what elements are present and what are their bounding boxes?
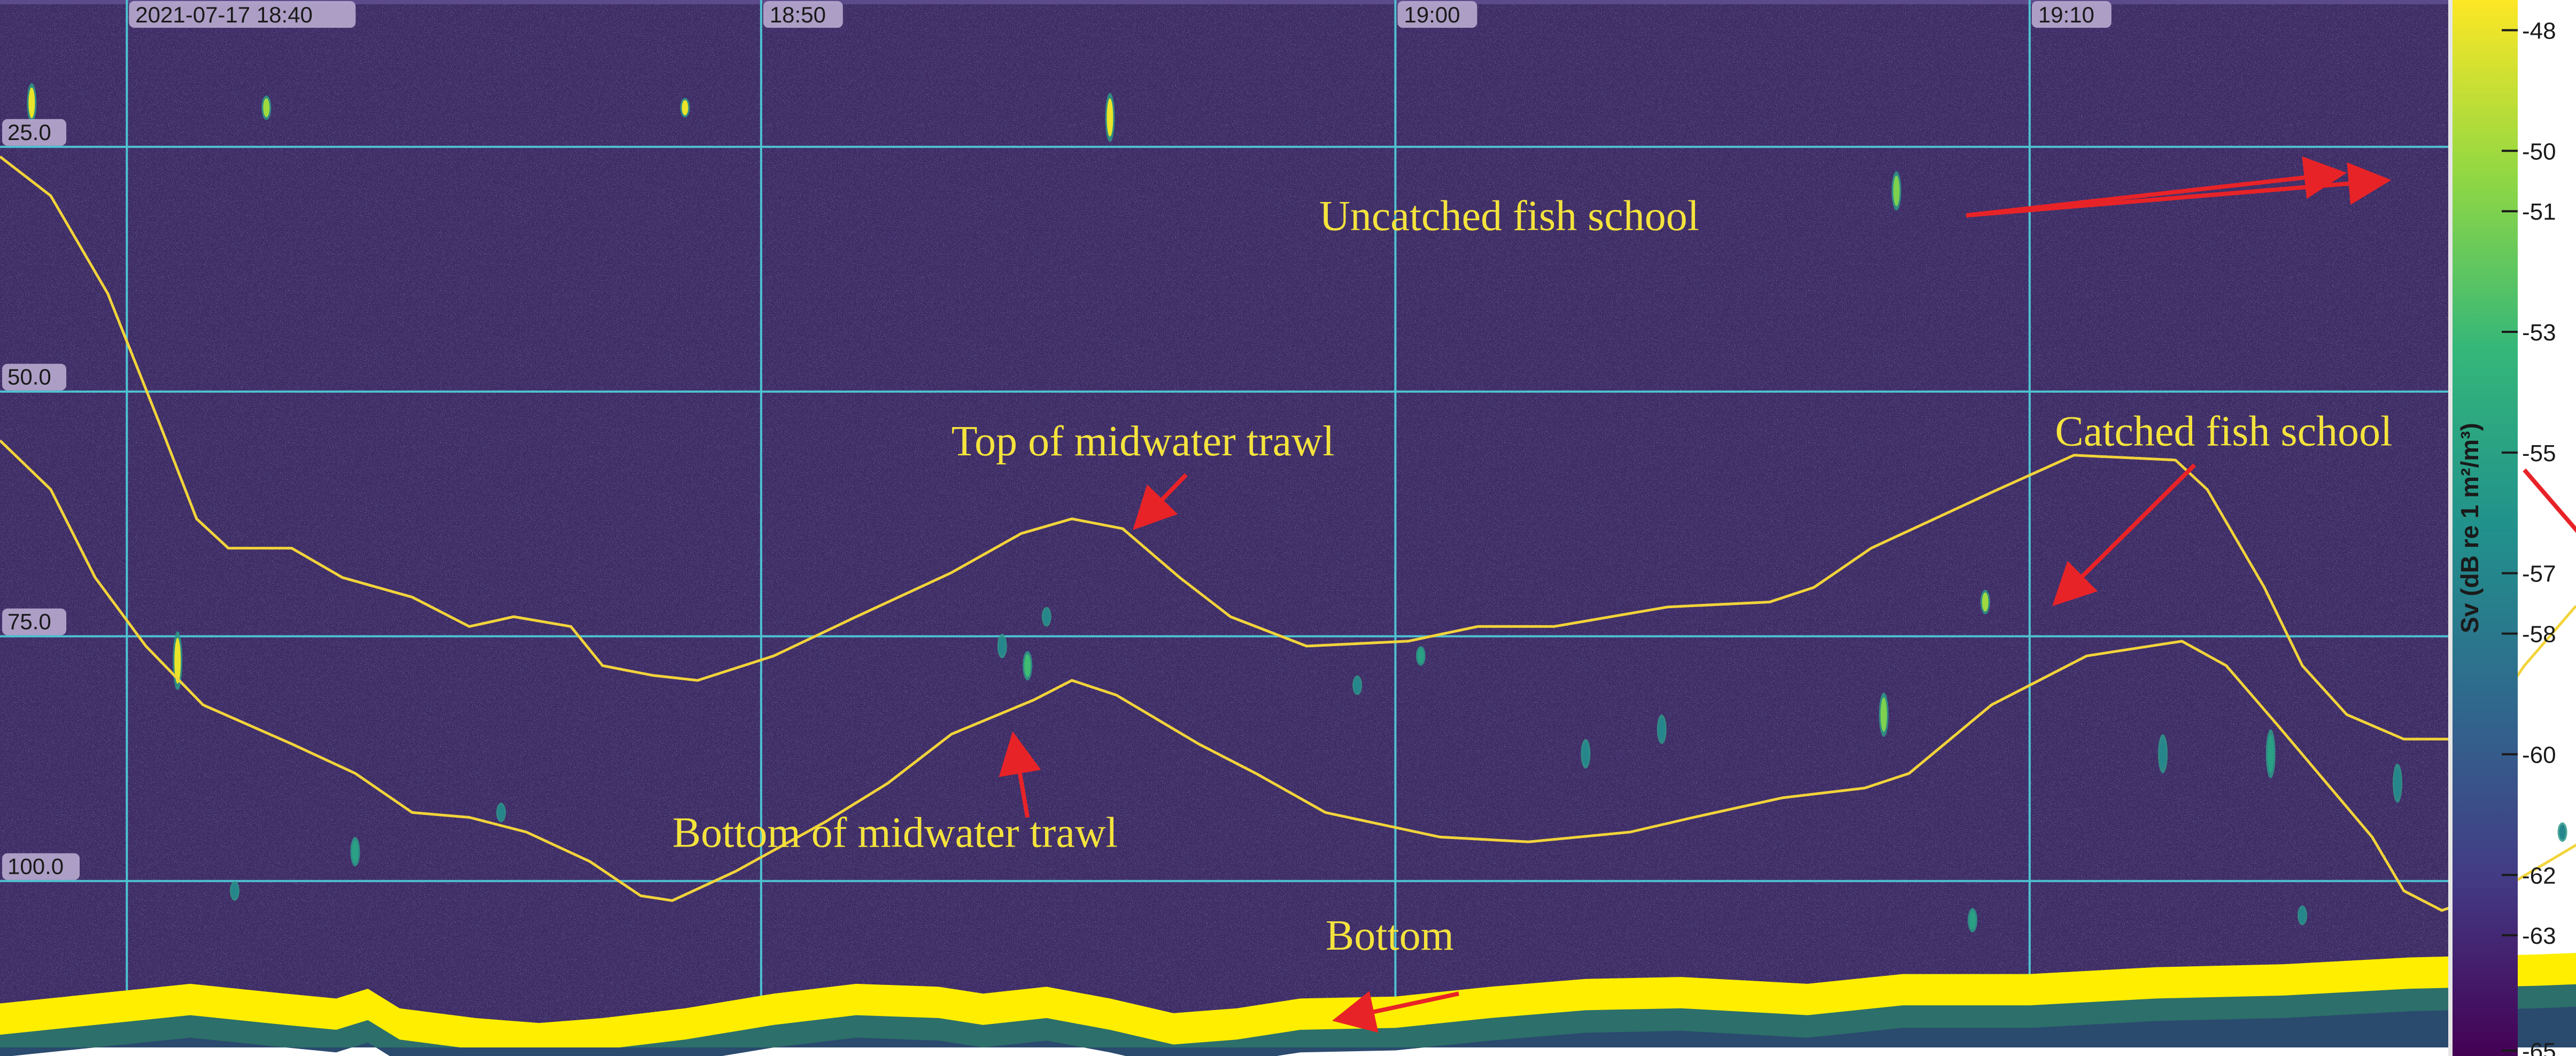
colorbar-gradient [2453, 0, 2518, 1056]
time-tick-label-bg-2 [1397, 1, 1477, 28]
fish-target-23 [498, 805, 505, 820]
fish-target-1 [263, 98, 270, 118]
annotations: Uncatched fish school Top of midwater tra… [672, 156, 2576, 1033]
depth-tick-label-bg-0 [2, 119, 66, 146]
depth-tick-label-3: 100.0 [7, 854, 64, 879]
fish-target-26 [2299, 907, 2306, 923]
annotation-label-uncatched: Uncatched fish school [1319, 192, 1699, 239]
fish-target-14 [1880, 697, 1887, 732]
fish-target-17 [2394, 767, 2401, 798]
sub-bottom-deep [0, 1006, 2576, 1056]
time-tick-label-3: 19:10 [2038, 2, 2094, 27]
fish-target-25 [1969, 911, 1976, 930]
depth-tick-label-bg-3 [2, 853, 80, 880]
time-tick-label-2: 19:00 [1404, 2, 1460, 27]
fish-targets [27, 83, 2567, 933]
fish-target-15 [2160, 738, 2167, 770]
fish-target-8 [999, 636, 1005, 656]
annotation-label-top_trawl: Top of midwater trawl [952, 418, 1334, 465]
annotation-label-catched: Catched fish school [2055, 408, 2392, 455]
time-tick-label-bg-0 [129, 1, 356, 28]
backscatter-noise-texture [0, 0, 2448, 1047]
fish-target-9 [1417, 648, 1424, 664]
plot-right-edge [2448, 0, 2453, 1056]
colorbar-tick-label-7: -60 [2522, 742, 2556, 768]
annotation-label-bottom_trawl: Bottom of midwater trawl [672, 809, 1118, 856]
time-tick-label-1: 18:50 [770, 2, 826, 27]
fish-target-29 [231, 883, 238, 899]
colorbar-ticks: -48 -50 -51 -53 -55 -57 -58 -60 -62 -63 -65 [2502, 18, 2556, 1056]
fish-target-2 [682, 100, 689, 115]
depth-tick-label-1: 50.0 [7, 364, 51, 390]
fish-target-22 [352, 840, 359, 864]
annotation-arrow-catched-0 [2052, 463, 2196, 607]
colorbar-tick-label-8: -62 [2522, 863, 2556, 889]
seabed-echo [0, 953, 2576, 1056]
colorbar: -48 -50 -51 -53 -55 -57 -58 -60 -62 -63 -65 Sv (dB… [2453, 0, 2556, 1056]
trawl-lines [0, 156, 2576, 912]
fish-target-11 [1658, 718, 1665, 741]
trawl-line-bottom [0, 439, 2576, 912]
fish-target-4 [1893, 175, 1900, 206]
fish-target-12 [1582, 742, 1589, 765]
annotation-arrow-bottom_trawl-0 [999, 731, 1041, 818]
fish-target-10 [1354, 677, 1361, 693]
top-timeline-strip [0, 0, 2448, 4]
colorbar-tick-label-5: -57 [2522, 561, 2556, 587]
annotation-arrow-top_trawl-0 [1133, 473, 1188, 530]
grid-lines [0, 0, 2448, 1047]
time-tick-label-0: 2021-07-17 18:40 [135, 2, 313, 27]
colorbar-tick-label-3: -53 [2522, 320, 2556, 346]
colorbar-tick-label-4: -55 [2522, 440, 2556, 467]
colorbar-tick-label-1: -50 [2522, 138, 2556, 165]
depth-tick-label-bg-2 [2, 608, 66, 635]
fish-target-7 [1024, 654, 1031, 678]
fish-target-13 [1982, 592, 1989, 612]
annotation-arrow-seabed-0 [1332, 991, 1459, 1033]
fish-target-16 [2267, 734, 2274, 773]
colorbar-tick-label-0: -48 [2522, 18, 2556, 44]
time-tick-label-bg-1 [763, 1, 843, 28]
colorbar-label: Sv (dB re 1 m²/m³) [2456, 423, 2484, 633]
colorbar-tick-label-9: -63 [2522, 923, 2556, 949]
depth-tick-label-2: 75.0 [7, 609, 51, 634]
annotation-arrow-catched-1 [2523, 468, 2576, 533]
depth-tick-label-bg-1 [2, 363, 66, 391]
axis-tick-labels: 2021-07-17 18:40 18:50 19:00 19:10 25.0 50.0 7… [2, 1, 2111, 880]
fish-target-0 [28, 87, 35, 118]
fish-target-24 [2559, 824, 2566, 840]
colorbar-tick-label-6: -58 [2522, 622, 2556, 648]
colorbar-tick-label-10: -65 [2522, 1038, 2556, 1056]
fish-target-21 [1043, 609, 1050, 625]
colorbar-tick-label-2: -51 [2522, 199, 2556, 225]
time-tick-label-bg-3 [2031, 1, 2111, 28]
fish-target-3 [1107, 98, 1113, 137]
depth-tick-label-0: 25.0 [7, 120, 51, 145]
annotation-arrow-uncatched-1 [1966, 156, 2347, 218]
fish-target-6 [174, 638, 181, 684]
annotation-label-seabed: Bottom [1326, 912, 1454, 959]
trawl-line-top [0, 156, 2576, 741]
